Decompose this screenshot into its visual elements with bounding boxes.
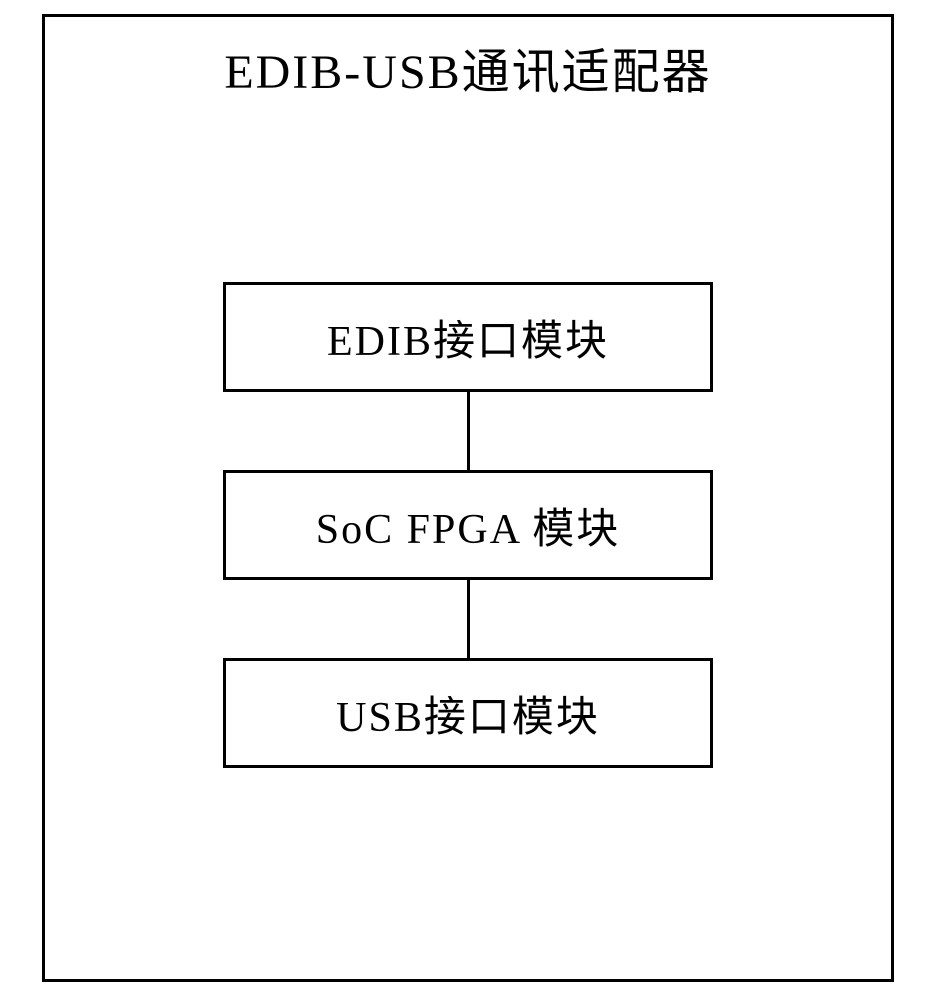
diagram-title: EDIB-USB通讯适配器 — [224, 32, 711, 102]
diagram-container: EDIB-USB通讯适配器 EDIB接口模块 SoC FPGA 模块 USB接口… — [42, 14, 894, 982]
connector-2 — [467, 580, 470, 658]
block-usb: USB接口模块 — [223, 658, 713, 768]
block-label: EDIB接口模块 — [327, 307, 609, 368]
block-edib: EDIB接口模块 — [223, 282, 713, 392]
blocks-area: EDIB接口模块 SoC FPGA 模块 USB接口模块 — [223, 282, 713, 768]
block-label: USB接口模块 — [336, 683, 600, 744]
block-soc: SoC FPGA 模块 — [223, 470, 713, 580]
block-label: SoC FPGA 模块 — [316, 495, 620, 556]
connector-1 — [467, 392, 470, 470]
